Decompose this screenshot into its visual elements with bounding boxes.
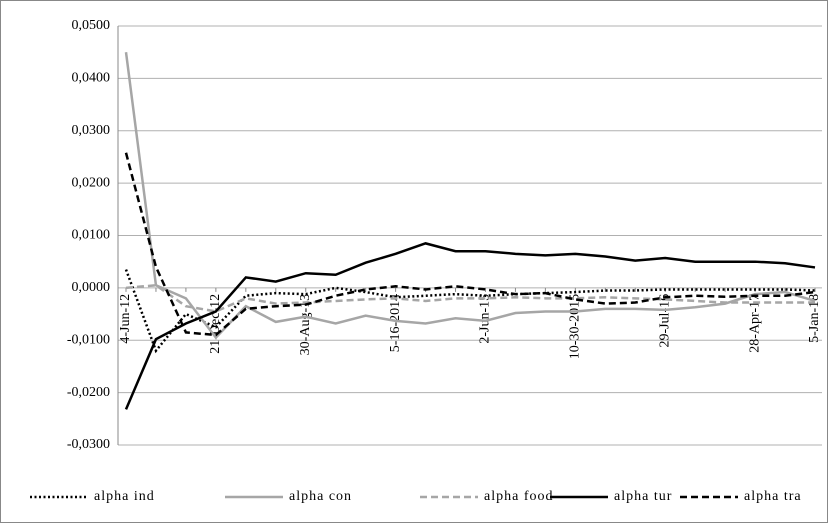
x-tick-label: 4-Jun-12 [118,294,133,344]
series-line [124,242,816,410]
legend-label: alpha con [289,489,352,504]
y-tick-label: 0,0300 [72,123,111,138]
y-tick-label: 0,0000 [72,280,111,295]
y-tick-label: 0,0100 [72,228,111,243]
series-line [125,283,815,313]
x-tick-label: 5-16-2014 [388,294,403,352]
x-tick-label: 2-Jun-15 [478,294,493,344]
y-tick-label: -0,0300 [67,437,110,452]
legend-label: alpha tur [614,489,672,504]
x-tick-label: 10-30-2015 [568,294,583,359]
legend-label: alpha food [484,489,553,504]
y-tick-label: 0,0200 [72,175,111,190]
x-tick-label: 29-Jul-16 [657,294,672,348]
y-tick-label: -0,0100 [67,332,110,347]
legend: alpha ind alpha con alpha food alpha tur alp… [30,489,802,504]
y-tick-label: 0,0500 [72,18,111,33]
series-line [124,52,816,340]
legend-label: alpha ind [94,489,155,504]
y-tick-label: 0,0400 [72,71,111,86]
y-tick-label: -0,0200 [67,385,110,400]
x-tick-label: 21-Dec-12 [208,294,223,354]
legend-label: alpha tra [744,489,802,504]
series-line [124,152,816,337]
x-tick-label: 28-Apr-17 [747,294,762,353]
x-tick-label: 30-Aug-13 [298,294,313,355]
x-tick-label: 5-Jan-18 [807,294,822,343]
